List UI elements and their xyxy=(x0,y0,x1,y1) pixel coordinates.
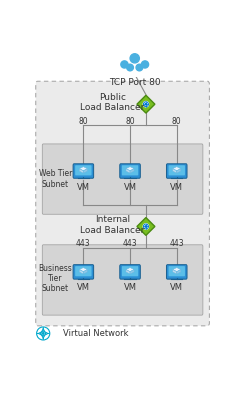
Text: Internal
Load Balancer: Internal Load Balancer xyxy=(80,215,145,235)
FancyBboxPatch shape xyxy=(122,266,138,276)
Polygon shape xyxy=(79,169,83,173)
FancyBboxPatch shape xyxy=(122,165,138,175)
Text: Business
Tier
Subnet: Business Tier Subnet xyxy=(39,264,72,293)
Polygon shape xyxy=(126,169,130,173)
FancyBboxPatch shape xyxy=(73,265,94,279)
Ellipse shape xyxy=(143,101,149,108)
FancyBboxPatch shape xyxy=(36,81,209,326)
Polygon shape xyxy=(83,270,87,274)
Text: VM: VM xyxy=(124,283,137,293)
Text: 443: 443 xyxy=(123,239,137,249)
FancyBboxPatch shape xyxy=(75,266,92,276)
Polygon shape xyxy=(126,167,134,171)
Polygon shape xyxy=(137,95,155,113)
FancyBboxPatch shape xyxy=(167,164,187,178)
Text: 80: 80 xyxy=(125,117,135,126)
Polygon shape xyxy=(173,268,181,272)
Text: VM: VM xyxy=(77,283,90,293)
FancyBboxPatch shape xyxy=(112,64,157,77)
Ellipse shape xyxy=(145,225,147,228)
Polygon shape xyxy=(130,270,134,274)
Text: 80: 80 xyxy=(79,117,88,126)
FancyBboxPatch shape xyxy=(42,144,203,214)
Polygon shape xyxy=(173,270,177,274)
Text: 80: 80 xyxy=(172,117,181,126)
Polygon shape xyxy=(130,169,134,173)
FancyBboxPatch shape xyxy=(75,165,92,175)
Polygon shape xyxy=(83,169,87,173)
Polygon shape xyxy=(126,268,134,272)
FancyBboxPatch shape xyxy=(73,164,94,178)
FancyBboxPatch shape xyxy=(120,265,140,279)
Ellipse shape xyxy=(42,332,45,335)
Text: VM: VM xyxy=(170,183,183,192)
Ellipse shape xyxy=(143,223,149,230)
Ellipse shape xyxy=(145,103,147,106)
Text: 443: 443 xyxy=(76,239,91,249)
Text: Public
Load Balancer: Public Load Balancer xyxy=(80,93,145,112)
Polygon shape xyxy=(173,169,177,173)
FancyBboxPatch shape xyxy=(42,245,203,315)
Polygon shape xyxy=(173,167,181,171)
Text: 443: 443 xyxy=(169,239,184,249)
FancyBboxPatch shape xyxy=(168,266,185,276)
Text: VM: VM xyxy=(77,183,90,192)
FancyBboxPatch shape xyxy=(168,165,185,175)
FancyBboxPatch shape xyxy=(120,164,140,178)
Polygon shape xyxy=(79,167,87,171)
Ellipse shape xyxy=(121,61,128,68)
Text: Web Tier
Subnet: Web Tier Subnet xyxy=(39,170,72,189)
Text: Virtual Network: Virtual Network xyxy=(63,329,128,338)
Polygon shape xyxy=(177,270,181,274)
Ellipse shape xyxy=(130,54,139,63)
Text: TCP Port 80: TCP Port 80 xyxy=(109,78,161,87)
Polygon shape xyxy=(177,169,181,173)
Ellipse shape xyxy=(141,61,149,68)
Text: VM: VM xyxy=(170,283,183,293)
Polygon shape xyxy=(137,218,155,235)
Polygon shape xyxy=(126,270,130,274)
Polygon shape xyxy=(79,270,83,274)
Text: VM: VM xyxy=(124,183,137,192)
Ellipse shape xyxy=(136,64,143,71)
Polygon shape xyxy=(79,268,87,272)
Ellipse shape xyxy=(127,64,133,71)
FancyBboxPatch shape xyxy=(167,265,187,279)
